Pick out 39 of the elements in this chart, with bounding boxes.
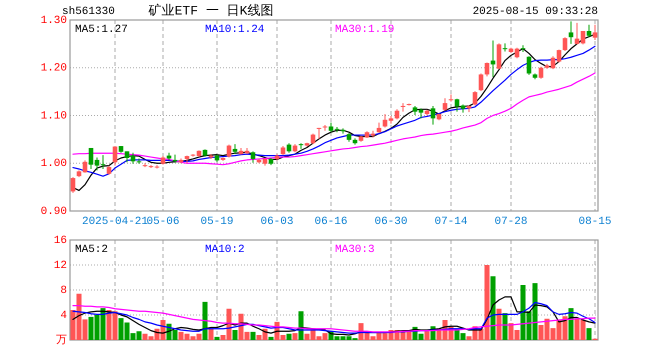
candlestick [394, 108, 400, 120]
candlestick [562, 36, 568, 52]
candlestick [232, 144, 238, 155]
candlestick [280, 146, 286, 156]
candlestick [478, 72, 484, 92]
bar [232, 330, 238, 340]
candlestick [310, 133, 316, 145]
bar [490, 276, 496, 340]
candlestick [112, 146, 118, 166]
bar [250, 332, 256, 340]
line-series [72, 46, 596, 177]
candlestick [586, 24, 592, 38]
line-series [72, 72, 596, 166]
candlestick [526, 56, 532, 76]
candlestick [538, 66, 544, 80]
bar [424, 331, 430, 340]
bar [286, 334, 292, 340]
candlestick [106, 165, 112, 176]
candlestick [70, 176, 76, 194]
bar [586, 328, 592, 340]
candlestick [376, 122, 382, 134]
candlestick [490, 40, 496, 78]
candlestick [472, 90, 478, 106]
candlestick [430, 105, 436, 126]
candlestick [226, 144, 232, 158]
bar [496, 308, 502, 340]
candlestick [568, 20, 574, 44]
bar [292, 333, 298, 340]
candlestick [442, 98, 448, 112]
candlestick [250, 150, 256, 164]
bar [268, 336, 274, 340]
candlestick [484, 62, 490, 77]
bar [214, 336, 220, 340]
candlestick [286, 142, 292, 154]
candlestick [592, 24, 598, 41]
bar [502, 313, 508, 340]
bar [208, 328, 214, 340]
candlestick [316, 127, 322, 140]
bar [202, 302, 208, 340]
